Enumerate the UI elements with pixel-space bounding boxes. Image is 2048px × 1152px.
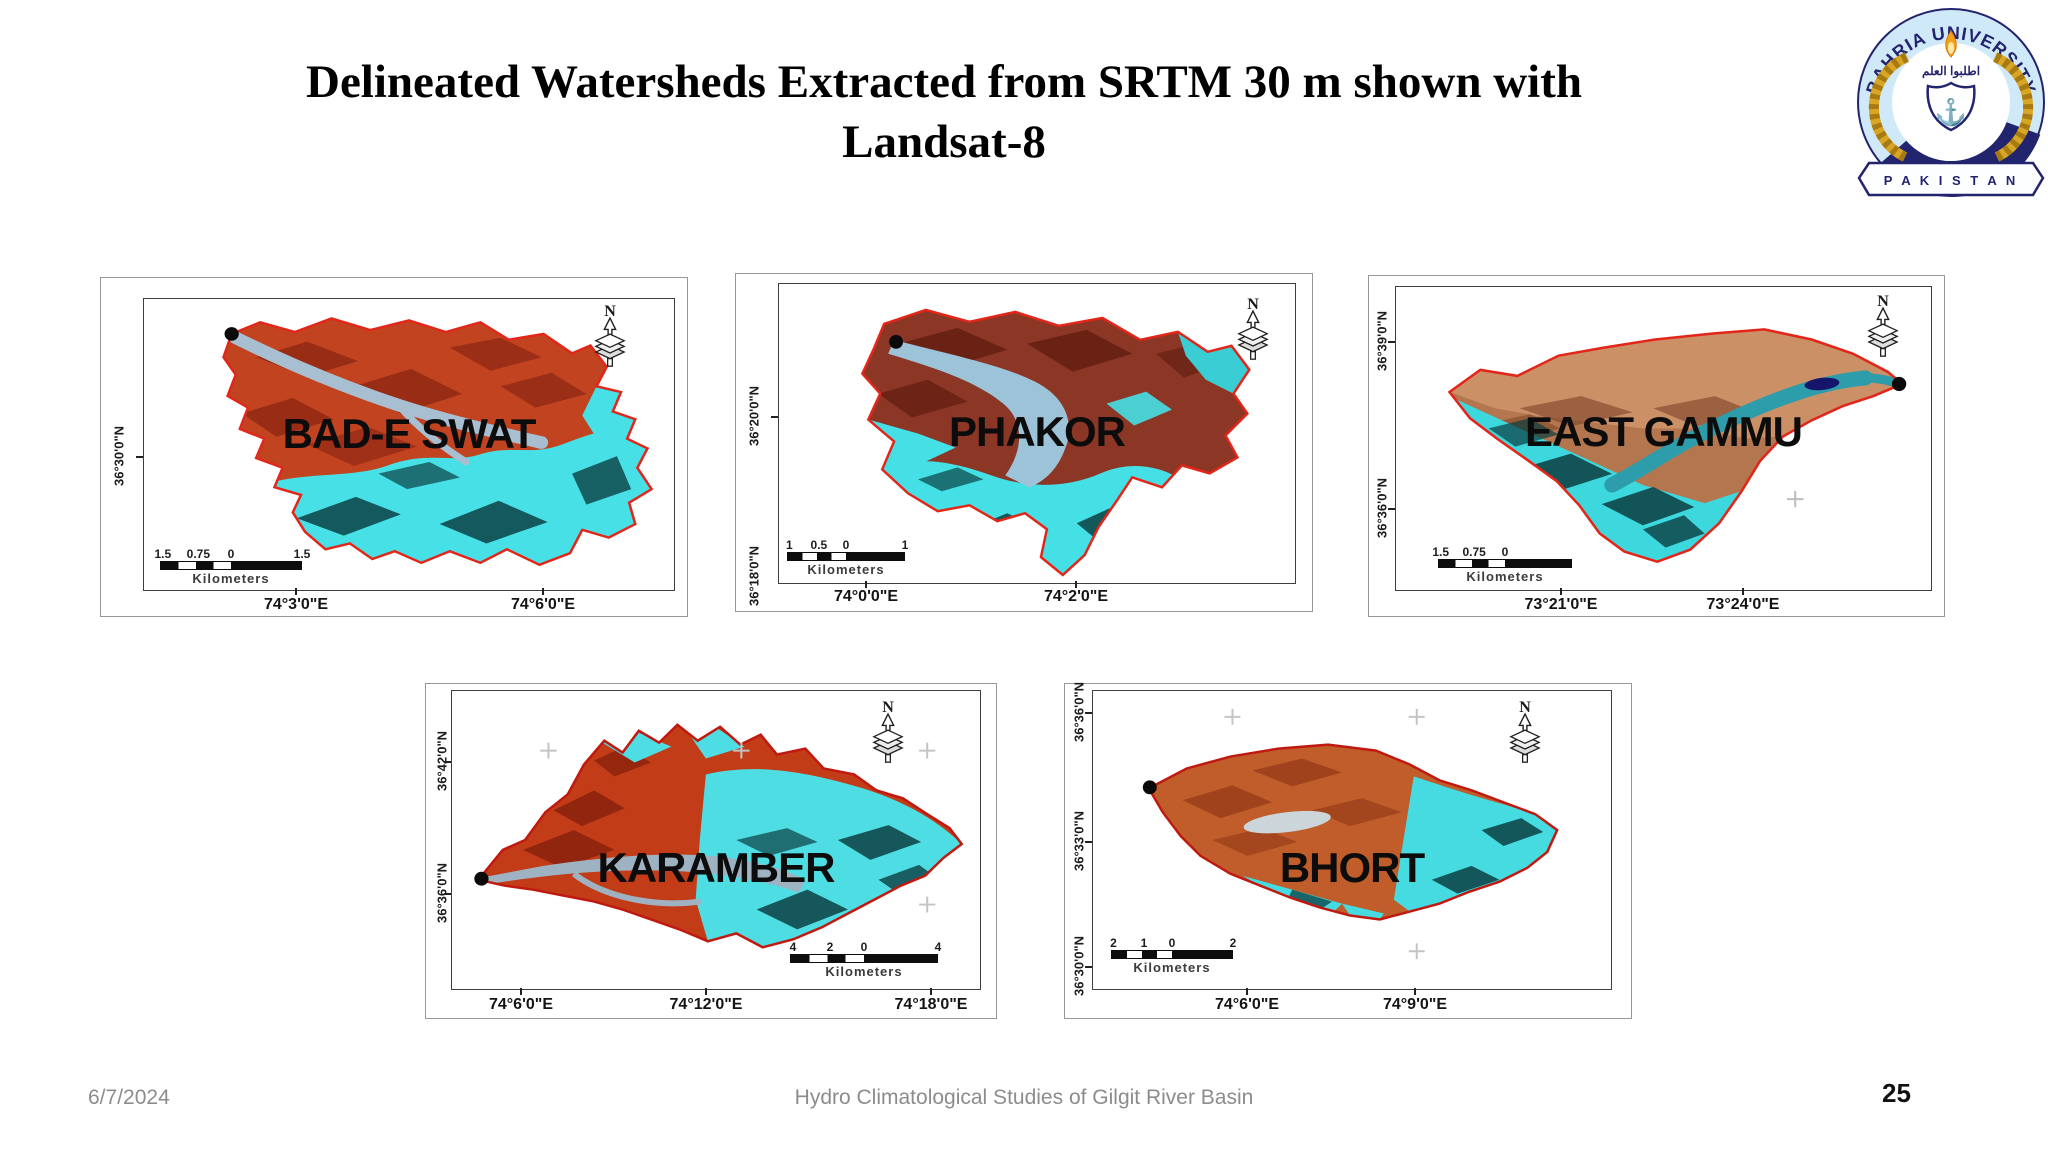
footer-date: 6/7/2024 — [88, 1086, 170, 1109]
page-number: 25 — [1882, 1078, 1911, 1108]
watershed-name: PHAKOR — [948, 408, 1126, 455]
outlet-point — [474, 871, 489, 886]
scale-bar: 4 2 0 4 Kilometers — [789, 940, 942, 979]
y-axis-label: 36°30'0"N — [111, 426, 127, 486]
outlet-point — [224, 327, 239, 341]
scale-bar: 2 1 0 2 Kilometers — [1110, 936, 1237, 975]
axis-tick — [705, 988, 707, 995]
watershed-name: BHORT — [1279, 844, 1425, 891]
graticule-cross — [540, 742, 936, 913]
axis-tick — [520, 988, 522, 995]
title-line-1: Delineated Watersheds Extracted from SRT… — [306, 56, 1582, 108]
x-axis-label: 74°18'0"E — [894, 996, 968, 1013]
axis-tick — [1560, 588, 1562, 595]
svg-text:N: N — [1247, 296, 1259, 313]
svg-text:N: N — [1877, 293, 1889, 310]
logo-shield — [1926, 81, 1976, 132]
axis-tick — [1742, 588, 1744, 595]
y-axis-label: 36°18'0"N — [746, 546, 762, 606]
graticule-cross — [1224, 708, 1425, 960]
north-arrow-icon: N — [594, 303, 626, 367]
x-axis-label: 74°12'0"E — [669, 996, 743, 1013]
logo-arabic-motto: اطلبوا العلم — [1922, 64, 1980, 79]
map-panel-east-gammu: N 1.5 0.75 0 Kilometers EAST GAMMU 36°39… — [1368, 275, 1945, 617]
svg-text:N: N — [882, 699, 894, 716]
footer-subtitle: Hydro Climatological Studies of Gilgit R… — [794, 1086, 1254, 1109]
scale-bar-segments — [790, 954, 938, 963]
scale-bar-segments — [787, 552, 905, 561]
page-title: Delineated Watersheds Extracted from SRT… — [60, 52, 1828, 172]
watershed-satellite-image-karamber — [474, 723, 964, 949]
watershed-name: KARAMBER — [597, 844, 836, 891]
watershed-name: BAD-E SWAT — [282, 410, 537, 457]
axis-tick — [1085, 966, 1092, 968]
outlet-point — [1142, 780, 1157, 795]
axis-tick — [1246, 988, 1248, 995]
axis-tick — [771, 416, 778, 418]
logo-banner — [1857, 161, 2045, 197]
north-arrow-icon: N — [1509, 699, 1541, 763]
x-axis-label: 74°6'0"E — [1214, 996, 1280, 1013]
y-axis-label: 36°20'0"N — [746, 386, 762, 446]
x-axis-label: 74°0'0"E — [833, 588, 899, 605]
map-frame: N 2 1 0 2 Kilometers BHORT — [1092, 690, 1612, 990]
axis-tick — [1085, 712, 1092, 714]
north-arrow-icon: N — [1867, 293, 1899, 357]
axis-tick — [930, 988, 932, 995]
axis-tick — [136, 456, 143, 458]
x-axis-label: 74°6'0"E — [488, 996, 554, 1013]
x-axis-label: 74°9'0"E — [1382, 996, 1448, 1013]
watershed-satellite-image-phakor — [860, 308, 1251, 577]
title-line-2: Landsat-8 — [842, 116, 1046, 169]
map-panel-phakor: N 1 0.5 0 1 Kilometers PHAKOR 36°20'0"N — [735, 273, 1313, 612]
outlet-point — [1891, 376, 1907, 392]
graticule-cross — [1786, 491, 1804, 508]
axis-tick — [1388, 341, 1395, 343]
x-axis-label: 74°3'0"E — [263, 596, 329, 613]
outlet-point — [889, 334, 904, 349]
axis-tick — [444, 761, 451, 763]
anchor-icon: ⚓ — [1935, 97, 1967, 127]
axis-tick — [1085, 841, 1092, 843]
watershed-satellite-image-bhort — [1142, 708, 1559, 960]
axis-tick — [295, 588, 297, 595]
axis-tick — [1388, 508, 1395, 510]
north-arrow-icon: N — [872, 699, 904, 763]
axis-tick — [865, 581, 867, 588]
north-arrow-icon: N — [1237, 296, 1269, 360]
axis-tick — [1414, 988, 1416, 995]
axis-tick — [1075, 581, 1077, 588]
x-axis-label: 73°24'0"E — [1706, 596, 1780, 613]
x-axis-label: 74°2'0"E — [1043, 588, 1109, 605]
scale-bar: 1.5 0.75 0 Kilometers — [1432, 545, 1572, 584]
bahria-university-logo: BAHRIA UNIVERSITY اطلبوا العلم ⚓ P A K I… — [1856, 7, 2046, 197]
map-panel-karamber: N 4 2 0 4 Kilometers KARAMBER 36°42'0"N — [425, 683, 997, 1019]
scale-bar-segments — [1438, 559, 1572, 568]
map-frame: N 4 2 0 4 Kilometers KARAMBER — [451, 690, 981, 990]
watershed-satellite-image-east-gammu — [1447, 328, 1907, 564]
scale-bar-segments — [1111, 950, 1233, 959]
logo-country: P A K I S T A N — [1884, 173, 2019, 188]
axis-tick — [444, 893, 451, 895]
svg-text:N: N — [1519, 699, 1531, 716]
scale-bar-segments — [160, 561, 302, 570]
map-panel-bad-e-swat: N 1.5 0.75 0 1.5 Kilometers BAD-E SWAT 3… — [100, 277, 688, 617]
svg-text:N: N — [604, 303, 616, 320]
map-frame: N 1.5 0.75 0 Kilometers EAST GAMMU — [1395, 286, 1932, 591]
map-frame: N 1.5 0.75 0 1.5 Kilometers BAD-E SWAT — [143, 298, 675, 591]
watershed-satellite-image-bad-e-swat — [222, 317, 654, 567]
scale-bar: 1 0.5 0 1 Kilometers — [786, 538, 909, 577]
scale-bar: 1.5 0.75 0 1.5 Kilometers — [154, 547, 311, 586]
map-frame: N 1 0.5 0 1 Kilometers PHAKOR — [778, 283, 1296, 584]
x-axis-label: 73°21'0"E — [1524, 596, 1598, 613]
x-axis-label: 74°6'0"E — [510, 596, 576, 613]
axis-tick — [542, 588, 544, 595]
watershed-name: EAST GAMMU — [1525, 408, 1803, 455]
map-panel-bhort: N 2 1 0 2 Kilometers BHORT 36°36'0"N 36° — [1064, 682, 1632, 1019]
